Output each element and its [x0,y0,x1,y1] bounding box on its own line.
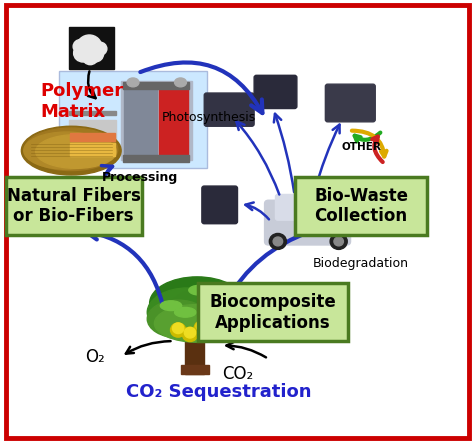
FancyBboxPatch shape [295,177,427,235]
Circle shape [83,51,98,65]
Ellipse shape [154,305,240,342]
Bar [69,120,116,157]
Ellipse shape [208,307,229,317]
Bar [70,133,115,141]
Bar [159,87,188,156]
FancyBboxPatch shape [59,71,207,168]
Circle shape [77,35,102,58]
FancyBboxPatch shape [265,200,351,245]
Bar [69,111,116,115]
Text: Natural Fibers
or Bio-Fibers: Natural Fibers or Bio-Fibers [7,187,141,225]
FancyBboxPatch shape [276,194,335,220]
Bar [121,81,192,160]
Bar [123,155,189,162]
Circle shape [273,237,283,246]
FancyBboxPatch shape [254,75,297,109]
FancyBboxPatch shape [202,186,238,224]
Circle shape [215,314,227,325]
Circle shape [73,39,88,54]
Ellipse shape [150,277,245,330]
Text: Biodegradation: Biodegradation [313,257,409,270]
Ellipse shape [21,126,121,175]
Text: CO₂ Sequestration: CO₂ Sequestration [126,383,311,401]
Circle shape [86,46,104,62]
Text: Polymer
Matrix: Polymer Matrix [40,82,124,121]
Circle shape [334,237,343,246]
Ellipse shape [188,299,245,334]
Ellipse shape [189,285,210,295]
FancyBboxPatch shape [204,93,254,126]
Ellipse shape [127,78,139,87]
FancyArrowPatch shape [227,342,266,358]
Circle shape [330,233,347,249]
Circle shape [74,44,93,62]
Ellipse shape [175,307,196,317]
Bar [124,87,157,156]
Circle shape [206,324,221,338]
Text: Biocomposite
Applications: Biocomposite Applications [210,293,336,332]
Ellipse shape [25,128,118,171]
Bar [185,334,204,374]
Bar [123,82,189,89]
FancyArrowPatch shape [314,124,340,192]
FancyArrowPatch shape [88,71,95,98]
FancyArrowPatch shape [274,114,294,192]
Circle shape [194,321,209,335]
Text: O₂: O₂ [85,348,105,365]
Circle shape [208,324,219,335]
Text: Photosynthesis: Photosynthesis [162,111,256,124]
Circle shape [171,323,186,337]
Ellipse shape [24,132,109,169]
FancyArrowPatch shape [86,227,163,307]
FancyArrowPatch shape [237,121,279,194]
FancyArrowPatch shape [227,231,311,301]
FancyArrowPatch shape [140,62,262,113]
Ellipse shape [147,288,228,337]
FancyArrowPatch shape [344,204,374,220]
FancyArrowPatch shape [126,341,171,354]
Circle shape [213,314,228,328]
Circle shape [93,42,107,55]
FancyArrowPatch shape [366,183,395,228]
Circle shape [196,321,208,331]
Text: OTHER: OTHER [341,142,381,152]
Ellipse shape [169,288,245,332]
Bar [69,27,114,69]
Circle shape [269,233,286,249]
Bar [180,365,209,374]
Ellipse shape [217,292,238,302]
Circle shape [182,327,198,342]
FancyBboxPatch shape [378,188,413,224]
FancyBboxPatch shape [6,177,142,235]
FancyArrowPatch shape [246,202,269,219]
Text: Processing: Processing [102,171,178,183]
Text: Bio-Waste
Collection: Bio-Waste Collection [314,187,408,225]
Circle shape [172,323,184,334]
Circle shape [184,327,196,338]
FancyBboxPatch shape [198,284,348,341]
Bar [70,143,115,156]
Ellipse shape [160,301,181,311]
Ellipse shape [175,78,186,87]
Ellipse shape [147,300,209,338]
FancyBboxPatch shape [325,84,375,122]
Text: CO₂: CO₂ [222,365,253,383]
FancyArrowPatch shape [101,166,113,177]
Ellipse shape [36,135,116,168]
